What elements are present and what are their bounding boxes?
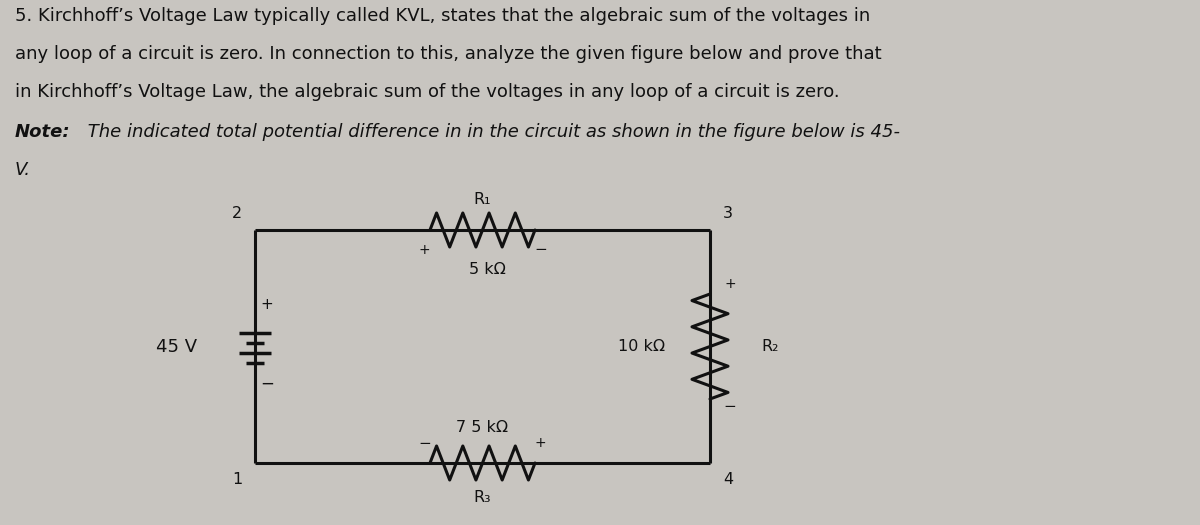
Text: +: + [260, 297, 274, 312]
Text: −: − [418, 436, 431, 450]
Text: any loop of a circuit is zero. In connection to this, analyze the given figure b: any loop of a circuit is zero. In connec… [14, 45, 882, 63]
Text: +: + [535, 436, 546, 450]
Text: R₃: R₃ [474, 490, 491, 506]
Text: −: − [260, 374, 274, 393]
Text: 4: 4 [722, 471, 733, 487]
Text: R₁: R₁ [474, 193, 491, 207]
Text: 7 5 kΩ: 7 5 kΩ [456, 419, 509, 435]
Text: +: + [724, 278, 736, 291]
Text: Note:: Note: [14, 123, 71, 141]
Text: 1: 1 [232, 471, 242, 487]
Text: V.: V. [14, 161, 31, 179]
Text: 10 kΩ: 10 kΩ [618, 339, 666, 354]
Text: 5 kΩ: 5 kΩ [469, 262, 506, 278]
Text: 45 V: 45 V [156, 338, 198, 355]
Text: 3: 3 [722, 206, 733, 222]
Text: −: − [534, 243, 547, 257]
Text: −: − [724, 399, 737, 414]
Text: +: + [419, 243, 431, 257]
Text: 5. Kirchhoff’s Voltage Law typically called KVL, states that the algebraic sum o: 5. Kirchhoff’s Voltage Law typically cal… [14, 7, 870, 25]
Text: R₂: R₂ [761, 339, 779, 354]
Text: 2: 2 [232, 206, 242, 222]
Text: The indicated total potential difference in in the circuit as shown in the figur: The indicated total potential difference… [82, 123, 900, 141]
Text: in Kirchhoff’s Voltage Law, the algebraic sum of the voltages in any loop of a c: in Kirchhoff’s Voltage Law, the algebrai… [14, 83, 840, 101]
